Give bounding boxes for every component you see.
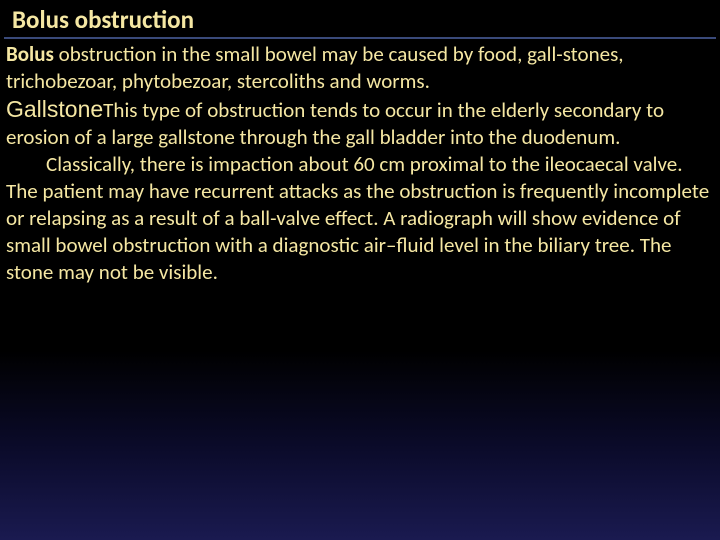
- p2-lead: Gallstone: [6, 96, 103, 122]
- p1-lead: Bolus: [6, 41, 54, 67]
- slide-title: Bolus obstruction: [4, 4, 716, 39]
- slide-container: Bolus obstruction Bolus obstruction in t…: [0, 0, 720, 540]
- p1-rest: obstruction in the small bowel may be ca…: [6, 41, 624, 94]
- slide-body: Bolus obstruction in the small bowel may…: [4, 41, 716, 285]
- p3: Classically, there is impaction about 60…: [6, 151, 709, 285]
- p2-rest: This type of obstruction tends to occur …: [6, 97, 664, 150]
